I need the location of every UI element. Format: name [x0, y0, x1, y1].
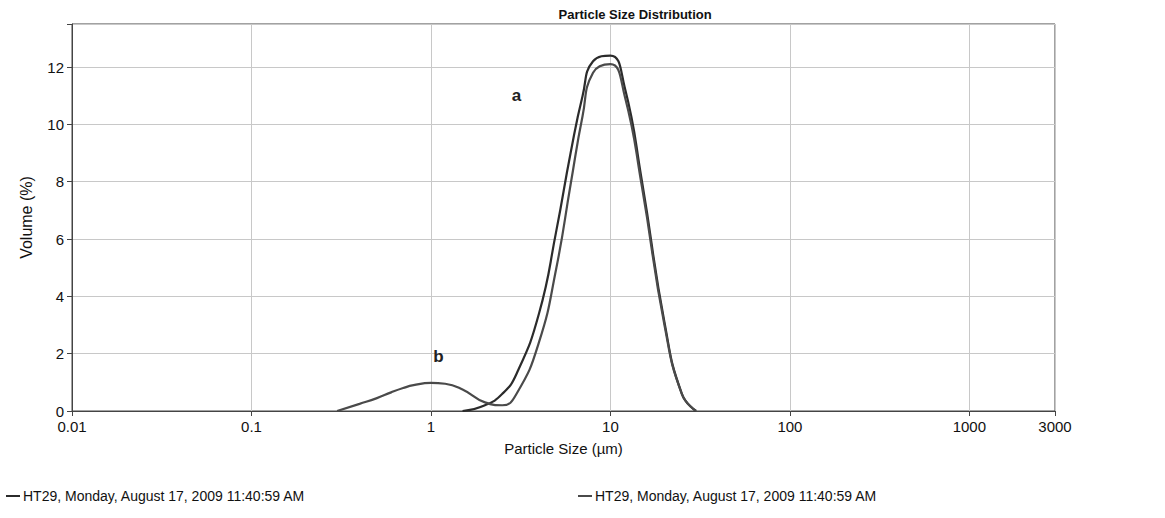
- svg-text:10: 10: [602, 418, 619, 435]
- svg-text:100: 100: [777, 418, 802, 435]
- svg-text:3000: 3000: [1038, 418, 1071, 435]
- svg-text:HT29, Monday, August 17, 2009: HT29, Monday, August 17, 2009 11:40:59 A…: [23, 488, 304, 504]
- svg-text:2: 2: [56, 345, 64, 362]
- svg-text:Particle Size (µm): Particle Size (µm): [504, 440, 623, 457]
- svg-text:HT29, Monday, August 17, 2009: HT29, Monday, August 17, 2009 11:40:59 A…: [595, 488, 876, 504]
- svg-text:b: b: [433, 347, 443, 366]
- svg-text:0: 0: [56, 403, 64, 420]
- svg-text:Volume (%): Volume (%): [18, 176, 35, 259]
- svg-text:4: 4: [56, 288, 64, 305]
- svg-text:10: 10: [47, 116, 64, 133]
- svg-text:0.1: 0.1: [241, 418, 262, 435]
- svg-text:1: 1: [427, 418, 435, 435]
- svg-text:0.01: 0.01: [57, 418, 86, 435]
- svg-text:1000: 1000: [953, 418, 986, 435]
- svg-text:6: 6: [56, 231, 64, 248]
- svg-text:a: a: [512, 86, 522, 105]
- svg-text:12: 12: [47, 59, 64, 76]
- svg-text:8: 8: [56, 173, 64, 190]
- svg-text:Particle Size Distribution: Particle Size Distribution: [559, 7, 712, 22]
